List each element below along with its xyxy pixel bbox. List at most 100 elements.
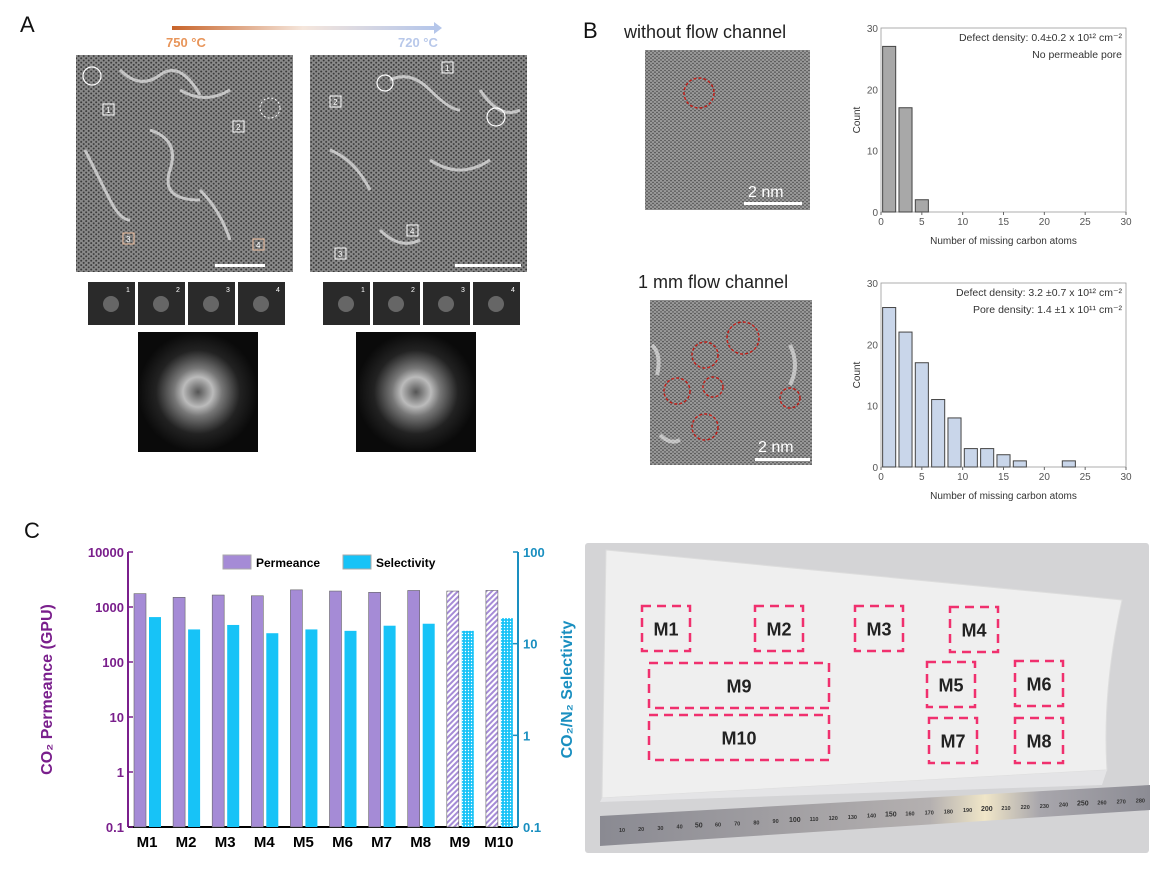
x-tick-label: 25 [1080,217,1092,228]
fft-ring [253,296,269,312]
svg-text:4: 4 [410,227,415,236]
panel-b-images: 2 nm 2 nm [645,50,812,465]
y-axis-label: Count [852,361,863,388]
x-tick-label: 10 [957,472,969,483]
permeance-bar [329,590,342,828]
category-label: M10 [484,834,513,851]
fft-thumbnail-label: 2 [176,287,180,294]
region-label: M9 [726,677,751,697]
y-tick-label: 20 [867,340,879,351]
selectivity-bar [500,618,513,827]
ruler-number: 40 [677,825,683,831]
x-tick-label: 20 [1039,217,1051,228]
selectivity-bar [461,630,474,827]
x-tick-label: 5 [919,217,925,228]
ruler-number: 80 [753,820,759,826]
histogram-bar [914,362,929,468]
scale-label-top: 2 nm [748,184,784,201]
fft-ring [153,296,169,312]
left-tick-label: 0.1 [106,820,124,835]
left-axis-label: CO₂ Permeance (GPU) [39,604,56,775]
ruler-number: 180 [944,809,953,815]
permeance-bar [446,590,460,828]
scale-bar [215,264,265,267]
fft-ring [103,296,119,312]
right-tick-label: 1 [523,728,530,743]
left-tick-label: 1000 [95,600,124,615]
region-box [853,604,905,653]
ruler-number: 90 [773,819,779,825]
permeance-bar [407,590,421,828]
panel-label-c: C [24,518,40,543]
region-label: M8 [1026,732,1051,752]
region-label: M5 [938,676,963,696]
x-tick-label: 0 [878,472,884,483]
left-tick-label: 10 [110,710,124,725]
fft-large-720 [356,332,476,452]
region-box [1013,659,1065,708]
svg-text:1: 1 [106,106,111,115]
histogram-bar [1012,460,1027,468]
ruler-number: 200 [981,806,993,813]
histogram-bar [996,454,1011,468]
ruler-number: 100 [789,817,801,824]
svg-text:3: 3 [338,250,343,259]
ruler-number: 230 [1040,804,1049,810]
annotation: Defect density: 3.2 ±0.7 x 10¹² cm⁻² [956,287,1122,299]
left-tick-label: 100 [102,655,124,670]
ruler-number: 110 [810,817,819,823]
svg-text:4: 4 [256,241,261,250]
fft-thumbnail-label: 3 [461,287,465,294]
histogram-bar [914,199,929,213]
region-label: M7 [940,732,965,752]
arrow-head-icon [434,22,442,34]
legend-swatch [342,554,372,570]
histogram-bar [980,448,995,468]
ruler-number: 250 [1077,801,1089,808]
membrane-performance-chart: 0.1 1 10 100 1000 10000 0.1 1 10 100 M1 M2 M3 M4 M5 M6 M… [39,545,576,851]
ruler-number: 30 [657,826,663,832]
y-tick-label: 0 [872,208,878,219]
scale-label-bottom: 2 nm [758,439,794,456]
region-box [948,605,1000,654]
permeance-bar [251,595,264,828]
ruler-number: 220 [1021,805,1030,811]
legend-label: Selectivity [376,556,436,570]
histogram-bar [882,307,897,468]
svg-text:1: 1 [445,64,450,73]
selectivity-bar [344,630,357,827]
region-label: M3 [866,620,891,640]
region-box [753,604,805,653]
ruler-number: 210 [1001,806,1010,812]
histogram-no-flow: 0 5 10 15 20 25 30 0 10 20 30 Number of missing car… [852,24,1132,247]
fft-thumbnail-label: 1 [361,287,365,294]
y-tick-label: 30 [867,24,879,35]
ruler-number: 20 [638,827,644,833]
histogram-bar [947,417,962,468]
right-tick-label: 10 [523,637,537,652]
temp-end: 720 °C [398,35,439,50]
x-tick-label: 10 [957,217,969,228]
y-tick-label: 0 [872,463,878,474]
annotation: Defect density: 0.4±0.2 x 10¹² cm⁻² [959,32,1123,44]
ruler-number: 70 [734,821,740,827]
y-tick-label: 10 [867,402,879,413]
selectivity-bar [227,624,240,827]
temperature-gradient-arrow [172,26,434,30]
ruler-numbers: 10 20 30 40 50 60 70 80 90 100 110 120 130 140 150 160 1… [619,798,1145,834]
svg-text:2: 2 [333,98,338,107]
ruler-number: 60 [715,823,721,829]
selectivity-bar [149,617,161,827]
ruler [600,785,1150,846]
legend-label: Permeance [256,556,320,570]
y-tick-label: 30 [867,279,879,290]
category-label: M4 [254,834,275,851]
category-label: M6 [332,834,353,851]
histogram-flow: 0 5 10 15 20 25 30 0 10 20 30 Number of missing car… [852,279,1132,502]
x-tick-label: 20 [1039,472,1051,483]
region-box [1013,716,1065,765]
ruler-number: 280 [1136,798,1145,804]
stem-image-no-flow [645,50,810,210]
region-label: M1 [653,620,678,640]
